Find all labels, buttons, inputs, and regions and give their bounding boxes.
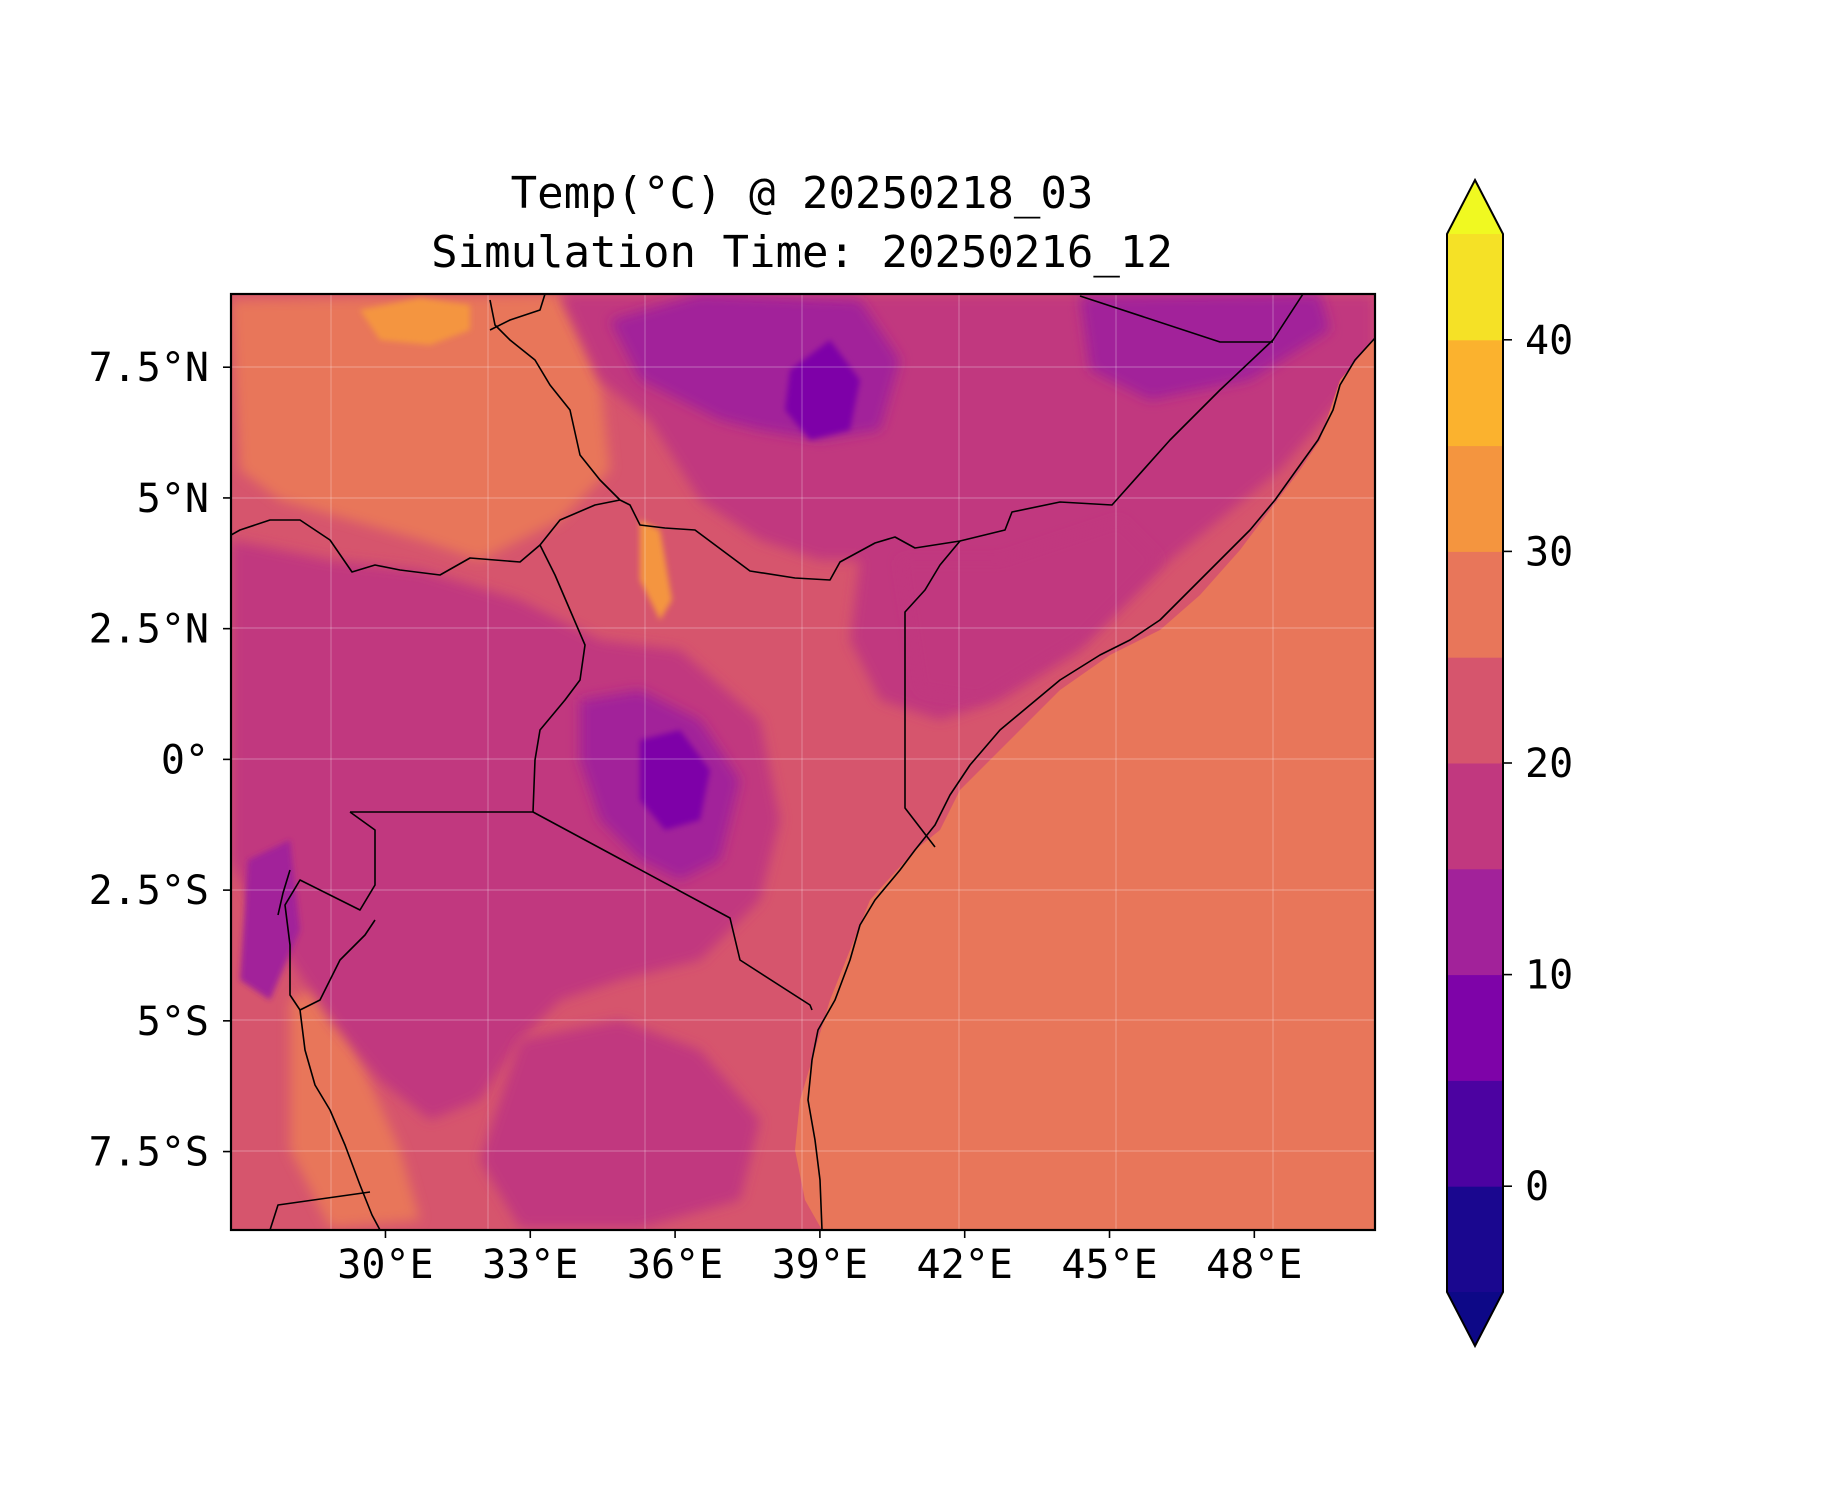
- x-tick-label: 48°E: [1206, 1242, 1302, 1288]
- map-title-line2: Simulation Time: 20250216_12: [431, 227, 1173, 278]
- y-tick-label: 2.5°N: [89, 607, 209, 653]
- map-frame: [229, 292, 1377, 1232]
- x-tick-label: 33°E: [482, 1242, 578, 1288]
- border-uganda-kenya: [532, 499, 621, 813]
- colorbar: 0 10 20 30 40: [1446, 177, 1573, 1349]
- colorbar-segment: [1447, 763, 1503, 870]
- border-kenya-ethiopia: [619, 499, 961, 581]
- coastline-east-africa: [807, 337, 1375, 1230]
- colorbar-segment: [1447, 551, 1503, 658]
- border-lake-kivu: [277, 869, 291, 916]
- cool-region-somalia-south: [900, 520, 1160, 700]
- border-tanzania-zambia: [269, 1191, 371, 1230]
- x-tick-label: 36°E: [627, 1242, 723, 1288]
- y-tick-label: 7.5°S: [89, 1130, 209, 1176]
- y-tick-label: 7.5°N: [89, 345, 209, 391]
- x-axis: 30°E 33°E 36°E 39°E 42°E 45°E 48°E: [337, 1230, 1302, 1288]
- border-tanzania-north: [350, 811, 813, 1011]
- x-tick-label: 30°E: [337, 1242, 433, 1288]
- colorbar-segment: [1447, 1186, 1503, 1293]
- border-kenya-somalia: [904, 540, 961, 848]
- colorbar-segment: [1447, 974, 1503, 1081]
- cool-region-east-africa: [231, 540, 780, 1120]
- y-tick-label: 5°N: [137, 476, 209, 522]
- colorbar-segment: [1447, 1080, 1503, 1187]
- hot-region-rift: [640, 520, 672, 620]
- country-borders: [231, 294, 1375, 1230]
- colorbar-over-arrow: [1447, 180, 1503, 234]
- x-tick-label: 42°E: [917, 1242, 1013, 1288]
- indian-ocean: [795, 338, 1375, 1230]
- y-tick-label: 2.5°S: [89, 868, 209, 914]
- y-tick-label: 0°: [161, 737, 209, 783]
- cold-region-rwanda: [240, 840, 300, 1000]
- warm-region-north: [231, 294, 610, 560]
- border-uganda-north: [231, 519, 541, 576]
- warm-region-south-west: [290, 980, 420, 1228]
- colorbar-segment: [1447, 868, 1503, 976]
- colorbar-tick-label: 30: [1525, 529, 1573, 575]
- colorbar-under-arrow: [1447, 1292, 1503, 1346]
- colorbar-tick-label: 20: [1525, 741, 1573, 787]
- border-rwanda-burundi: [284, 811, 376, 1011]
- colorbar-segment: [1447, 234, 1503, 341]
- colorbar-tick-label: 10: [1525, 953, 1573, 999]
- cool-region-tanzania-south: [480, 1020, 760, 1228]
- border-south-sudan-north: [489, 294, 546, 331]
- colorbar-segment: [1447, 657, 1503, 764]
- y-axis: 7.5°N 5°N 2.5°N 0° 2.5°S 5°S 7.5°S: [89, 345, 231, 1176]
- x-tick-label: 39°E: [772, 1242, 868, 1288]
- cold-region-ogaden: [1080, 294, 1330, 400]
- temperature-contours: [231, 294, 1375, 1228]
- colorbar-segment: [1447, 339, 1503, 447]
- very-cold-region-kenya: [640, 730, 710, 830]
- colorbar-outline: [1446, 177, 1504, 1349]
- map-panel: [231, 294, 1375, 1230]
- border-lake-tanganyika: [299, 1009, 381, 1230]
- gridlines: [231, 294, 1375, 1230]
- hot-region-north: [360, 298, 470, 345]
- map-title-line1: Temp(°C) @ 20250218_03: [511, 168, 1094, 219]
- x-tick-label: 45°E: [1061, 1242, 1157, 1288]
- colorbar-tick-label: 40: [1525, 318, 1573, 364]
- border-somalia-north: [1079, 295, 1273, 343]
- colorbar-tick-label: 0: [1525, 1164, 1549, 1210]
- border-south-sudan: [489, 299, 621, 501]
- colorbar-segment: [1447, 445, 1503, 552]
- very-cold-region-ethiopia: [785, 340, 860, 440]
- border-ethiopia-somalia: [959, 294, 1304, 542]
- y-tick-label: 5°S: [137, 999, 209, 1045]
